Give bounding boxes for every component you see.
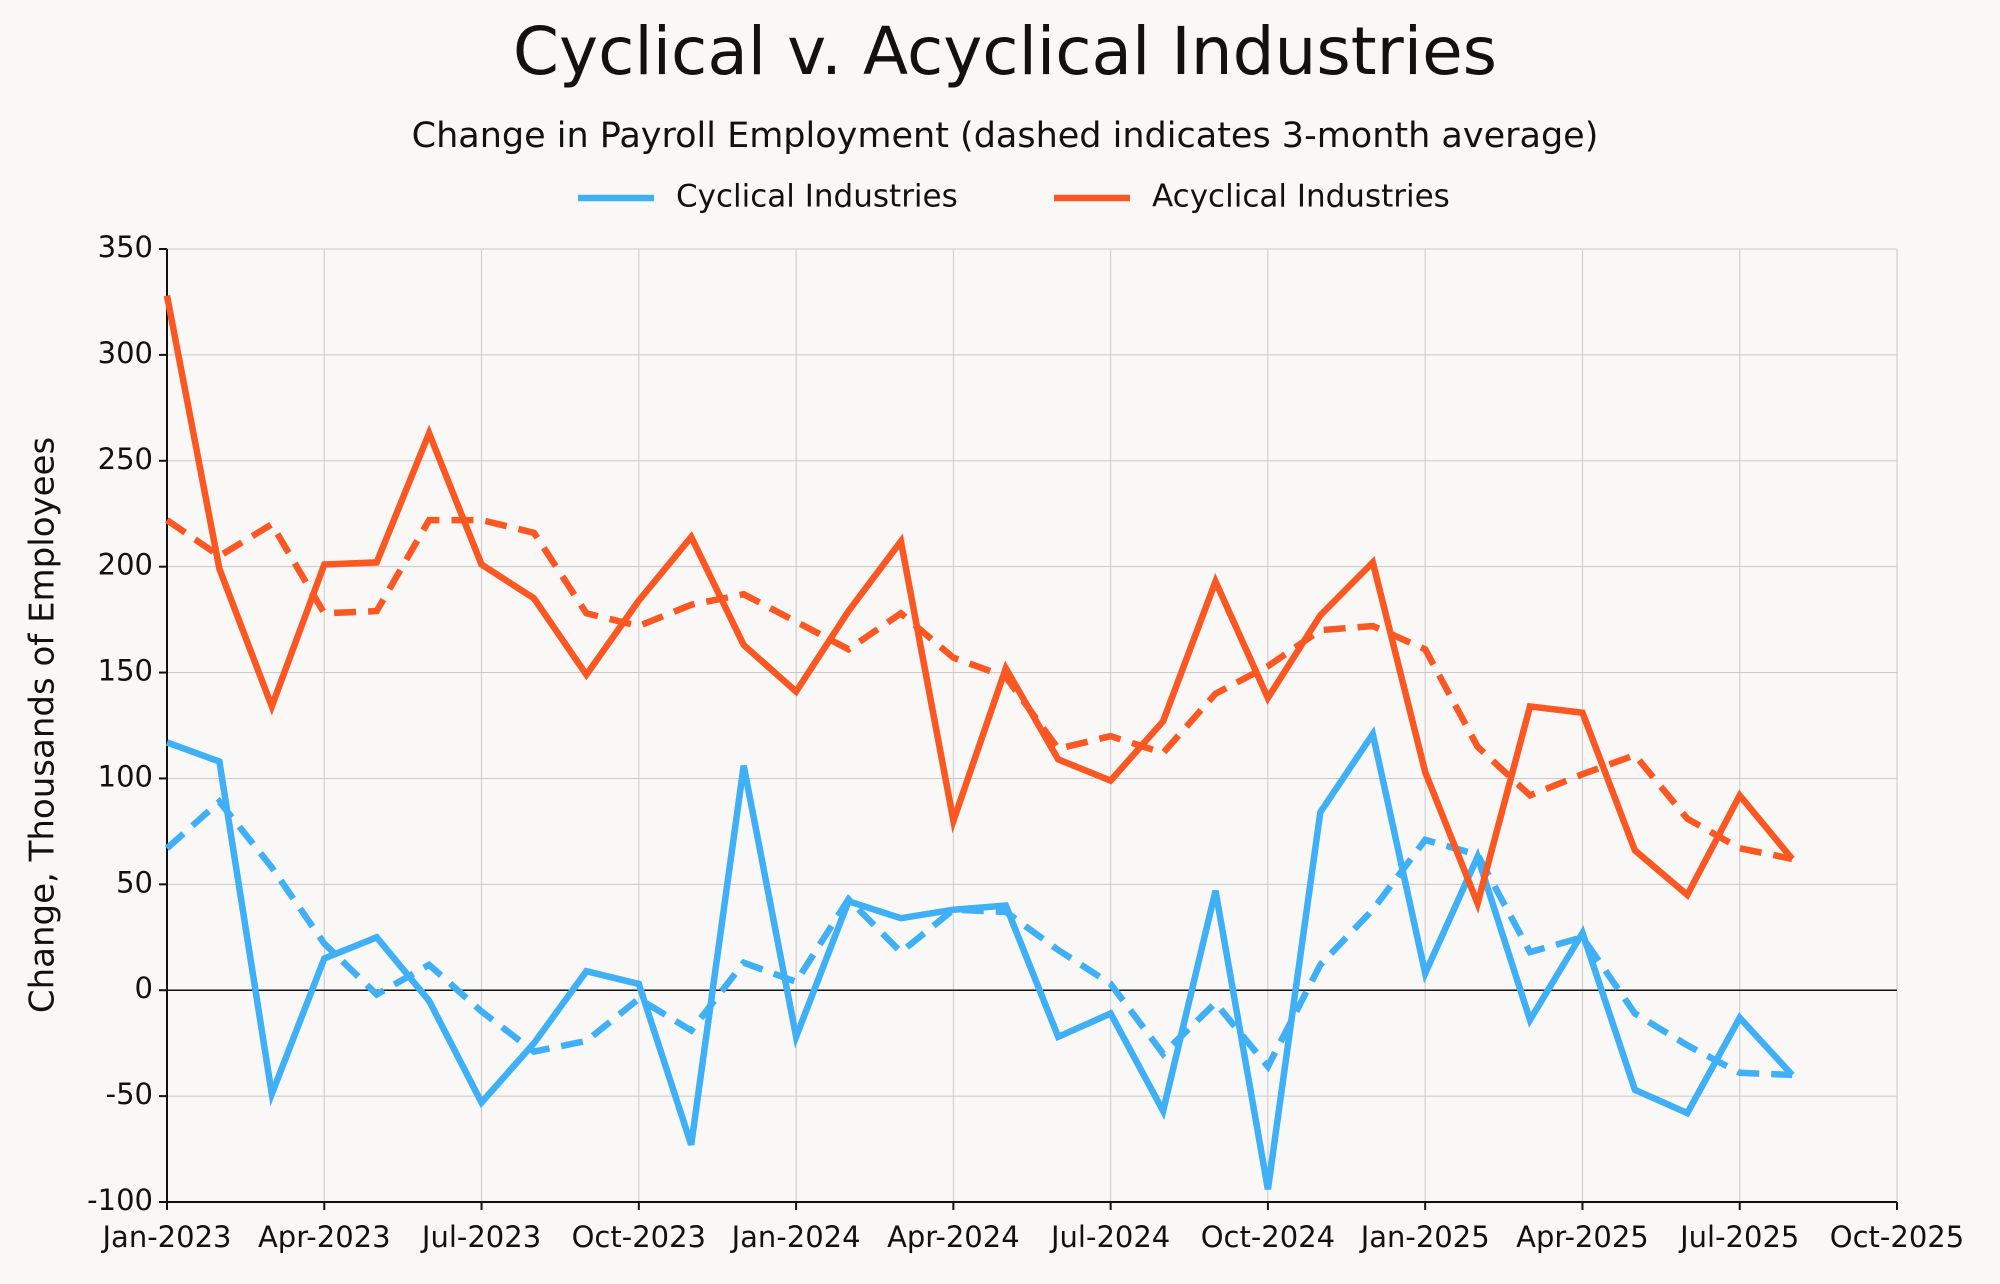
x-tick-label: Apr-2024 <box>887 1220 1020 1254</box>
x-tick-label: Jan-2023 <box>101 1220 232 1254</box>
y-tick-label: 0 <box>135 971 153 1005</box>
chart-subtitle: Change in Payroll Employment (dashed ind… <box>412 116 1599 156</box>
x-tick-label: Oct-2024 <box>1201 1220 1335 1254</box>
x-tick-label: Jul-2024 <box>1049 1220 1170 1254</box>
y-tick-label: 200 <box>98 548 153 582</box>
average-line <box>165 516 1793 863</box>
y-tick-label: -50 <box>106 1077 153 1111</box>
series-line <box>165 725 1795 1190</box>
chart-title: Cyclical v. Acyclical Industries <box>513 13 1497 90</box>
x-tick-label: Jan-2024 <box>730 1220 861 1254</box>
y-tick-label: -100 <box>87 1183 153 1217</box>
y-tick-label: 100 <box>98 759 153 793</box>
y-tick-label: 350 <box>98 230 153 264</box>
x-tick-label: Jan-2025 <box>1359 1220 1490 1254</box>
x-tick-label: Oct-2025 <box>1830 1220 1964 1254</box>
y-tick-label: 50 <box>116 865 153 899</box>
legend-label: Cyclical Industries <box>676 179 958 215</box>
series-line <box>163 294 1795 914</box>
x-tick-label: Oct-2023 <box>572 1220 706 1254</box>
x-tick-label: Apr-2025 <box>1516 1220 1649 1254</box>
y-tick-label: 300 <box>98 336 153 370</box>
legend-label: Acyclical Industries <box>1152 179 1450 215</box>
y-tick-label: 150 <box>98 654 153 688</box>
y-axis-label: Change, Thousands of Employees <box>23 437 63 1013</box>
average-line <box>164 796 1793 1079</box>
x-tick-label: Apr-2023 <box>258 1220 391 1254</box>
x-tick-label: Jul-2025 <box>1678 1220 1799 1254</box>
y-tick-label: 250 <box>98 442 153 476</box>
x-tick-label: Jul-2023 <box>420 1220 541 1254</box>
